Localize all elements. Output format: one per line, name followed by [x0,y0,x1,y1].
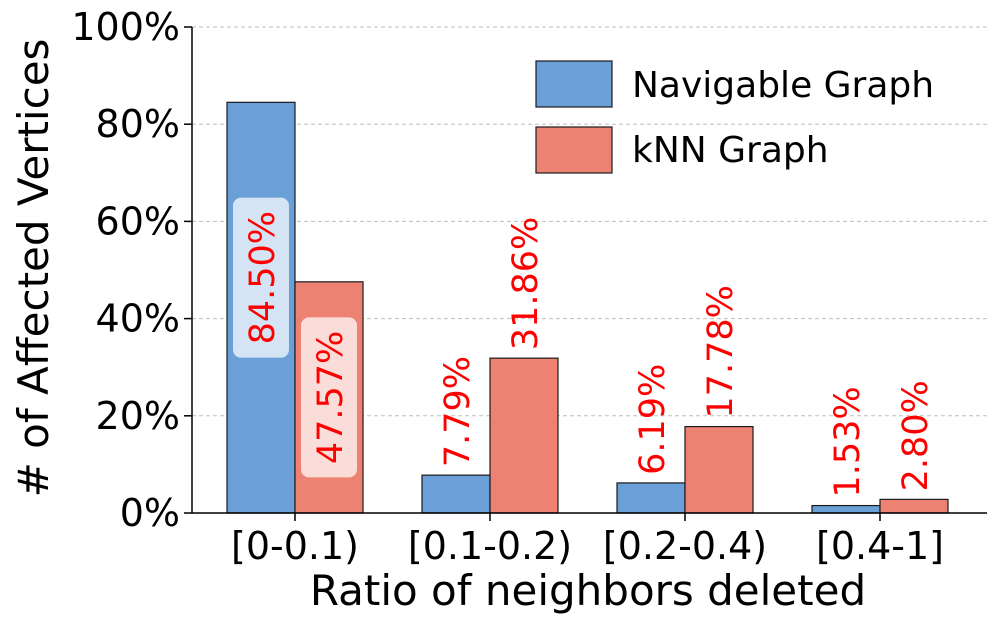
data-label: 84.50% [243,211,283,344]
x-tick-label: [0.1-0.2) [408,524,572,568]
data-label-background [233,197,289,358]
bar-knn [684,425,754,514]
legend-label-knn: kNN Graph [632,130,829,171]
data-label: 7.79% [438,356,478,467]
axes [191,27,987,514]
y-axis-label: # of Affected Vertices [9,39,58,498]
legend-swatch-knn [535,126,613,174]
x-tick-label: [0.4-1] [816,524,944,568]
bar-navigable [421,474,491,514]
y-ticks: 0% 20% 40% 60% 80% 100% [71,5,192,535]
data-label-background [301,317,357,478]
bar-knn [489,357,559,514]
bar-navigable [616,482,686,514]
bar-navigable [811,504,881,514]
data-label: 1.53% [828,386,868,497]
data-label: 31.86% [506,217,546,350]
y-tick-label: 20% [96,394,180,438]
legend-label-navigable: Navigable Graph [632,65,934,106]
x-tick-label: [0-0.1) [231,524,359,568]
y-tick-label: 100% [71,5,180,49]
y-tick-label: 40% [96,297,180,341]
bar-knn [879,498,949,514]
data-label: 6.19% [633,364,673,475]
legend: Navigable Graph kNN Graph [535,60,934,174]
y-tick-label: 60% [96,199,180,243]
y-tick-label: 80% [96,102,180,146]
data-label: 2.80% [896,380,936,491]
data-label: 47.57% [311,331,351,464]
data-labels: 84.50% 47.57% 7.79% 31.86% 6.19% 17.78% 1.53% 2… [233,197,936,498]
x-axis-label: Ratio of neighbors deleted [310,566,866,615]
x-tick-label: [0.2-0.4) [603,524,767,568]
x-ticks: [0-0.1) [0.1-0.2) [0.2-0.4) [0.4-1] [231,513,944,568]
legend-swatch-navigable [535,60,613,108]
data-label: 17.78% [701,285,741,418]
y-tick-label: 0% [120,491,180,535]
